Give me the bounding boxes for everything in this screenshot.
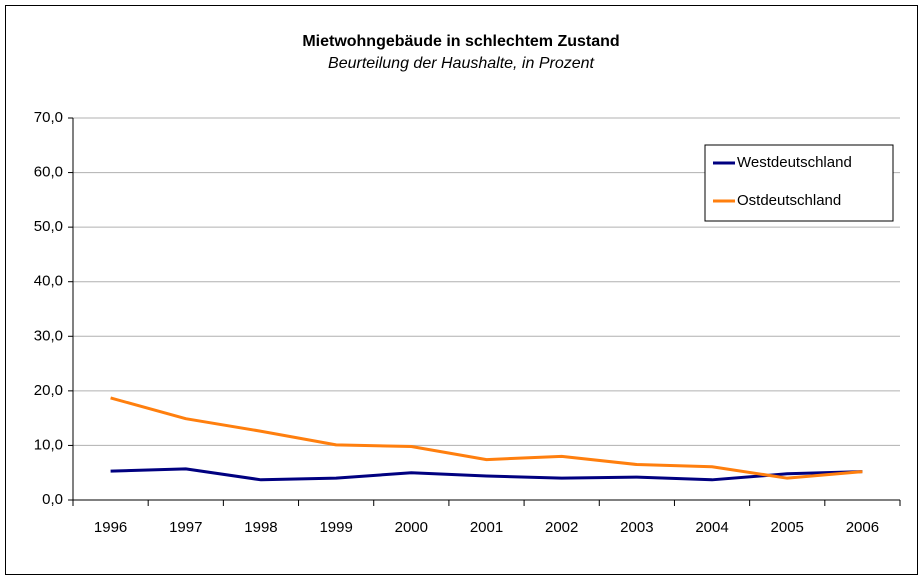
y-tick-label: 30,0 (34, 327, 63, 344)
x-tick-label: 2005 (771, 519, 804, 536)
x-tick-label: 2002 (545, 519, 578, 536)
legend-label: Ostdeutschland (737, 192, 841, 209)
x-tick-label: 2000 (395, 519, 428, 536)
y-tick-label: 20,0 (34, 382, 63, 399)
y-tick-label: 70,0 (34, 109, 63, 126)
legend-box (704, 144, 894, 222)
y-tick-label: 10,0 (34, 436, 63, 453)
x-tick-label: 2001 (470, 519, 503, 536)
chart-border (5, 5, 918, 575)
chart-subtitle: Beurteilung der Haushalte, in Prozent (328, 55, 594, 72)
x-tick-label: 1997 (169, 519, 202, 536)
y-tick-label: 60,0 (34, 164, 63, 181)
y-tick-label: 0,0 (42, 491, 63, 508)
y-tick-label: 40,0 (34, 273, 63, 290)
y-tick-label: 50,0 (34, 218, 63, 235)
line-series (110, 467, 863, 482)
line-series (110, 396, 863, 480)
x-tick-label: 1998 (244, 519, 277, 536)
x-tick-label: 2003 (620, 519, 653, 536)
x-tick-label: 2004 (695, 519, 728, 536)
x-tick-label: 2006 (846, 519, 879, 536)
chart-title: Mietwohngebäude in schlechtem Zustand (302, 33, 619, 50)
x-tick-label: 1996 (94, 519, 127, 536)
legend-label: Westdeutschland (737, 154, 852, 171)
x-tick-label: 1999 (319, 519, 352, 536)
